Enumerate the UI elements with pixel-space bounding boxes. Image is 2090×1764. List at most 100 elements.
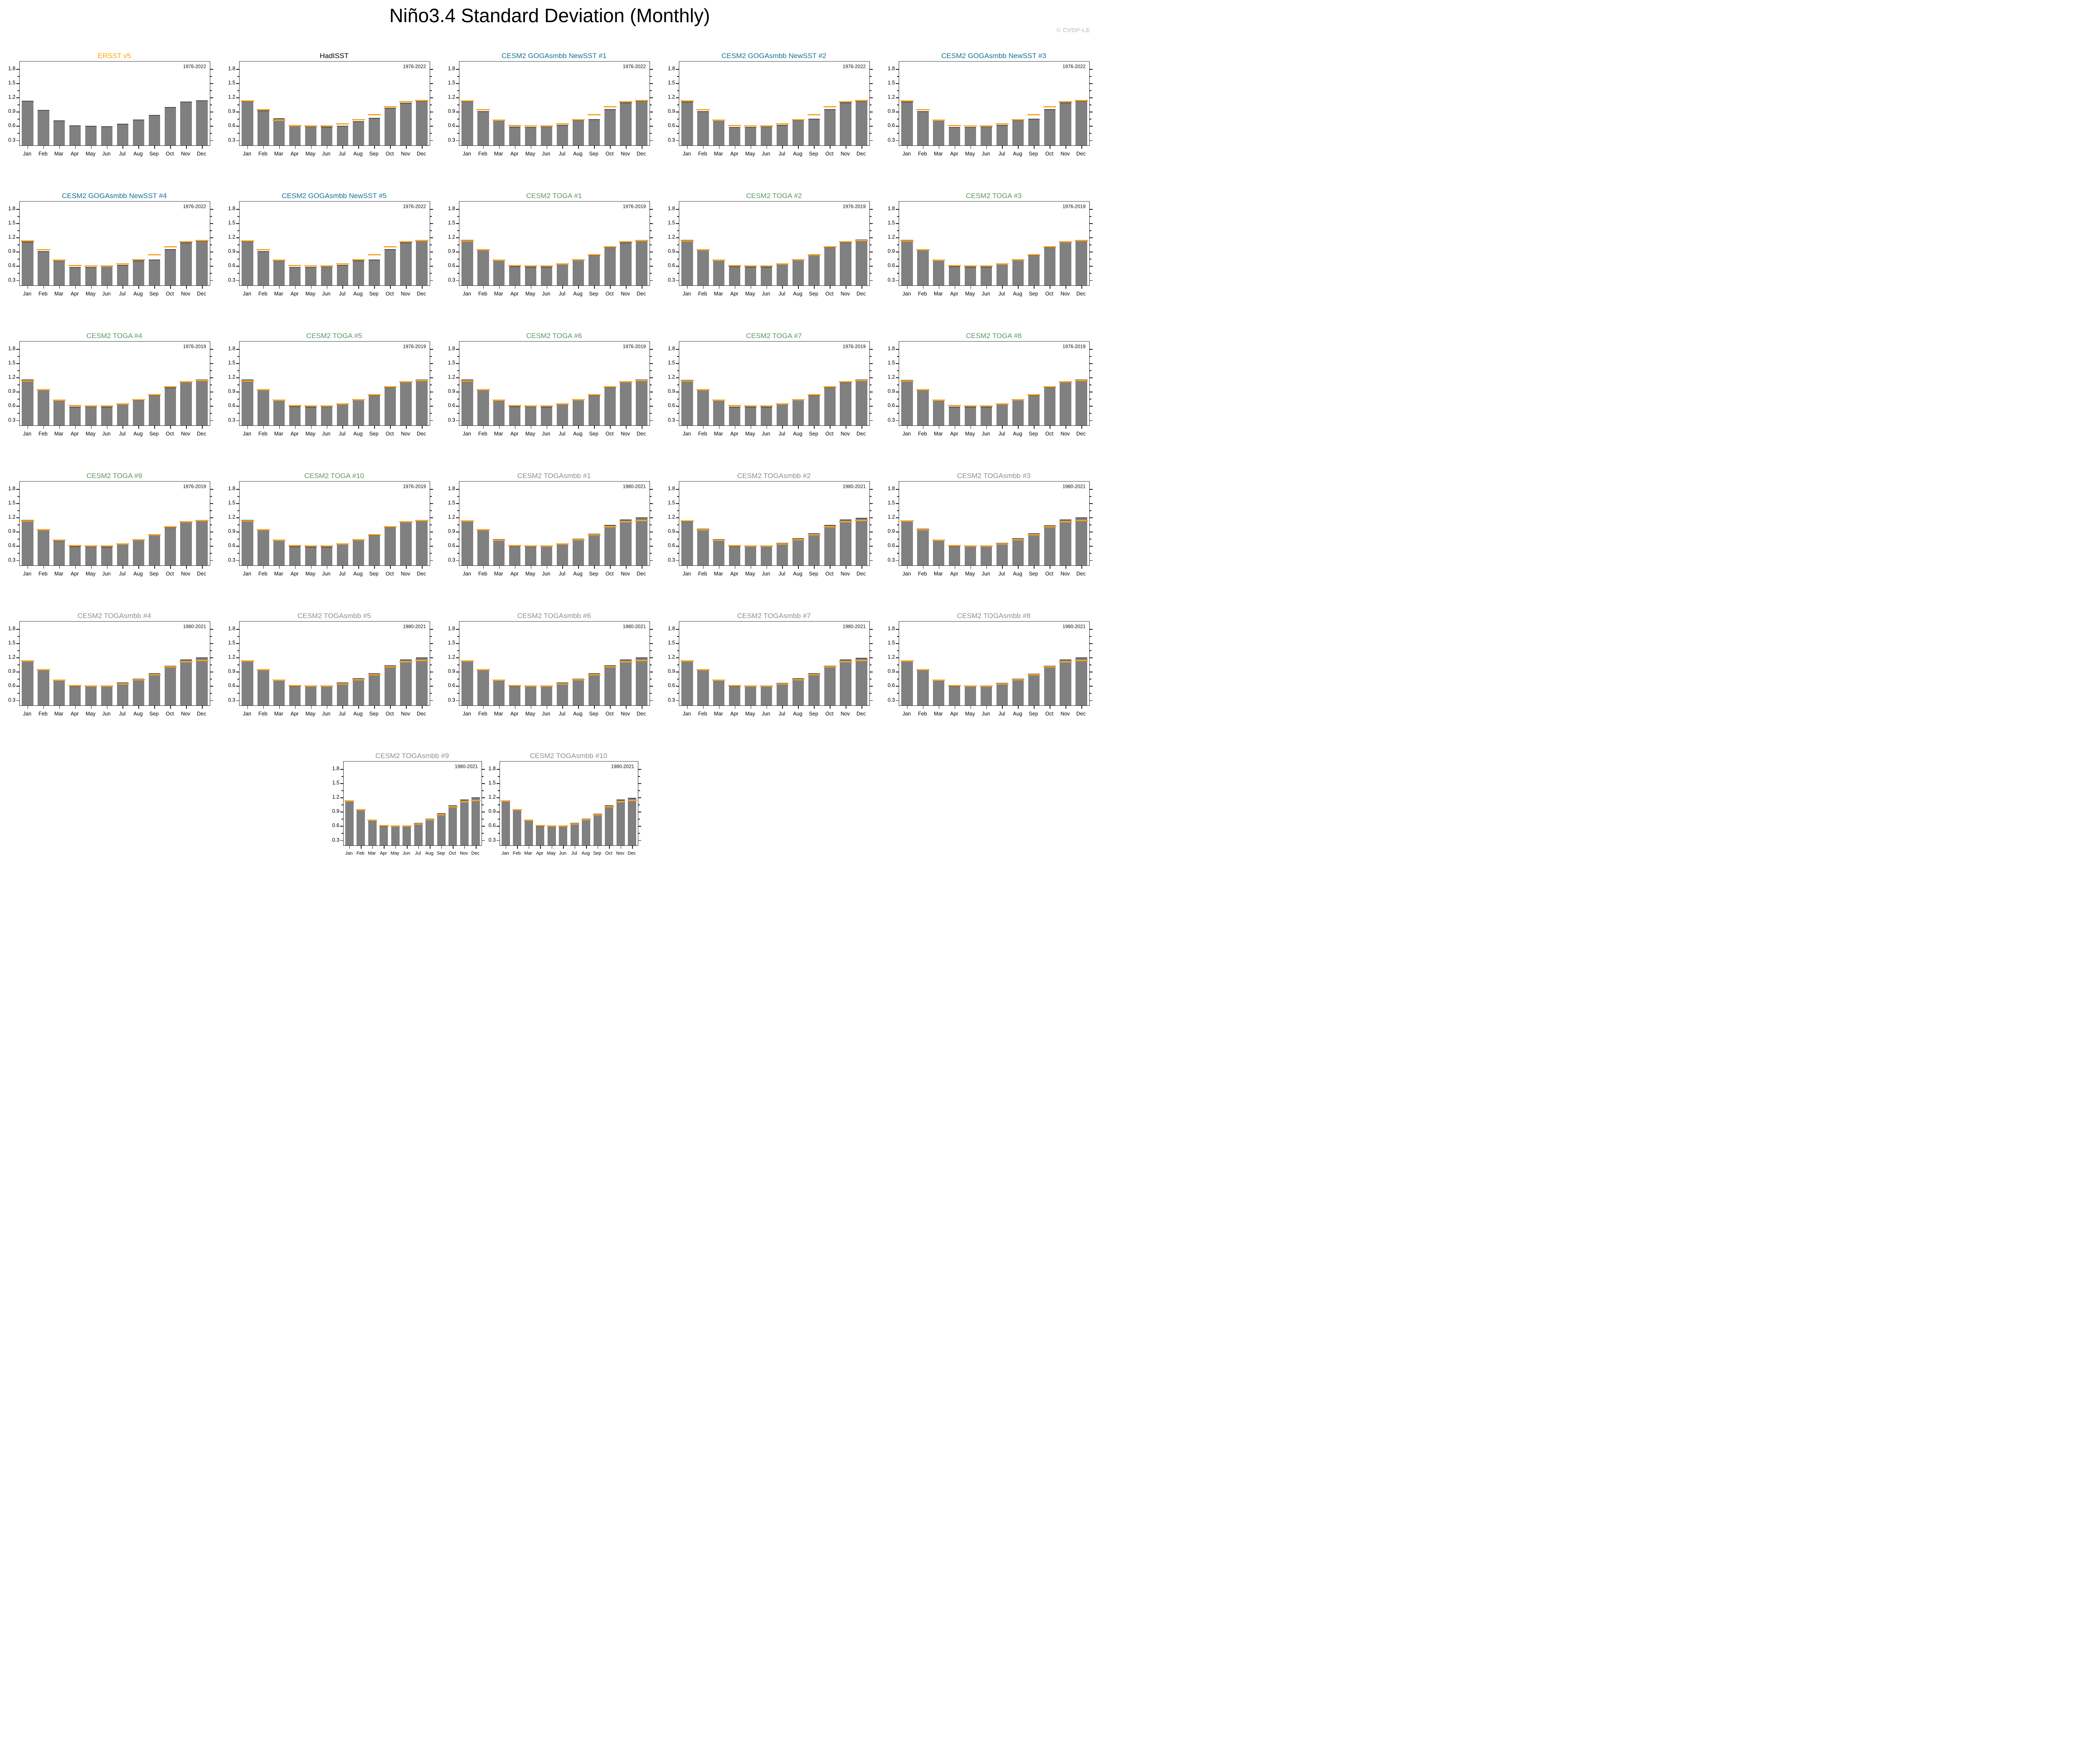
y-major-tick: [210, 97, 213, 98]
month-tick: [170, 146, 171, 149]
month-label: Aug: [793, 711, 803, 717]
y-tick-label: 0.6: [332, 822, 339, 829]
period-label: 1976-2022: [183, 64, 206, 69]
month-label: Jun: [102, 291, 111, 297]
month-label: Feb: [478, 571, 487, 577]
reference-mark: [807, 674, 821, 676]
y-minor-tick: [457, 539, 459, 540]
y-major-tick: [1089, 126, 1093, 127]
y-minor-tick: [1089, 356, 1091, 357]
y-major-tick: [869, 503, 873, 504]
month-labels: Jan Feb Mar Apr May Jun Jul Aug Sep Oct Nov Dec: [19, 711, 209, 717]
bar: [593, 813, 602, 845]
y-minor-tick: [1089, 636, 1091, 637]
month-tick: [374, 286, 375, 289]
y-tick-label: 0.6: [887, 682, 895, 689]
reference-mark: [367, 394, 381, 396]
month-tick: [107, 426, 108, 429]
reference-mark: [100, 685, 114, 687]
bar: [556, 543, 568, 565]
month-tick: [430, 846, 431, 849]
y-minor-tick: [430, 76, 432, 77]
month-tick: [528, 846, 530, 849]
y-minor-tick: [869, 273, 872, 274]
month-label: Apr: [71, 151, 79, 157]
chart-panel: ERSST v5 1976-2022 0.3 0.6 0.9 1.2 1.5 1.8 Jan Fe…: [0, 51, 220, 191]
reference-mark: [492, 120, 506, 121]
y-major-tick: [210, 700, 213, 701]
month-label: Aug: [353, 151, 363, 157]
plot-area: 1980-2021 0.3 0.6 0.9 1.2 1.5 1.8: [489, 761, 641, 849]
month-tick: [546, 706, 548, 709]
reference-mark: [900, 100, 914, 102]
month-tick: [1065, 706, 1066, 709]
reference-mark: [344, 800, 354, 802]
y-tick-label: 0.9: [887, 528, 895, 535]
y-major-tick: [869, 517, 873, 518]
month-tick: [626, 286, 627, 289]
y-minor-tick: [210, 650, 212, 651]
period-label: 1976-2019: [403, 344, 426, 349]
chart-panel: CESM2 TOGAsmbb #7 1980-2021 0.3 0.6 0.9 1.2 1.…: [660, 611, 879, 751]
month-label: Dec: [636, 711, 646, 717]
y-major-tick: [482, 797, 485, 798]
y-minor-tick: [869, 693, 872, 694]
bar: [559, 825, 568, 845]
y-major-tick: [1089, 237, 1093, 238]
y-tick-label: 1.2: [668, 374, 675, 380]
y-tick-label: 0.9: [668, 108, 675, 115]
y-tick-label: 0.6: [448, 122, 455, 129]
reference-mark: [728, 405, 742, 406]
y-minor-tick: [457, 650, 459, 651]
panel-row: CESM2 TOGA #9 1976-2019 0.3 0.6 0.9 1.2 1.5 1.8…: [0, 471, 1099, 611]
reference-mark: [148, 394, 161, 396]
y-major-tick: [676, 126, 679, 127]
month-tick: [923, 146, 924, 149]
month-label: Jan: [902, 291, 911, 297]
y-minor-tick: [210, 133, 212, 134]
reference-mark: [1059, 521, 1072, 522]
y-minor-tick: [342, 833, 344, 834]
y-major-tick: [650, 420, 653, 421]
y-minor-tick: [430, 650, 432, 651]
month-tick: [954, 286, 956, 289]
reference-mark: [1027, 114, 1040, 116]
y-major-tick: [456, 546, 459, 547]
y-tick-label: 1.8: [448, 486, 455, 492]
month-label: Apr: [730, 151, 739, 157]
bar: [368, 259, 380, 285]
month-tick: [515, 706, 516, 709]
bar: [628, 797, 637, 845]
y-major-tick: [456, 406, 459, 407]
month-tick: [483, 426, 484, 429]
y-major-tick: [1089, 97, 1093, 98]
y-major-tick: [456, 237, 459, 238]
bar: [808, 395, 820, 425]
y-minor-tick: [677, 399, 679, 400]
month-label: Sep: [369, 711, 379, 717]
month-label: May: [547, 851, 556, 856]
reference-mark: [53, 400, 66, 401]
month-tick: [530, 426, 532, 429]
bar: [472, 797, 480, 845]
month-label: Jun: [559, 851, 567, 856]
reference-mark: [379, 825, 389, 826]
month-label: Feb: [38, 151, 48, 157]
month-label: May: [745, 151, 755, 157]
month-tick: [342, 566, 343, 569]
month-labels: Jan Feb Mar Apr May Jun Jul Aug Sep Oct Nov Dec: [459, 151, 649, 157]
month-tick: [422, 286, 423, 289]
reference-mark: [604, 806, 614, 808]
y-minor-tick: [677, 133, 679, 134]
reference-mark: [1011, 539, 1025, 540]
reference-mark: [963, 125, 977, 127]
y-tick-label: 1.8: [668, 206, 675, 212]
y-minor-tick: [1089, 216, 1091, 217]
y-major-tick: [869, 237, 873, 238]
month-label: Sep: [369, 151, 379, 157]
reference-mark: [775, 403, 789, 405]
bar: [681, 239, 693, 285]
y-minor-tick: [237, 553, 240, 554]
y-tick-label: 0.6: [668, 402, 675, 409]
month-label: Mar: [494, 571, 503, 577]
